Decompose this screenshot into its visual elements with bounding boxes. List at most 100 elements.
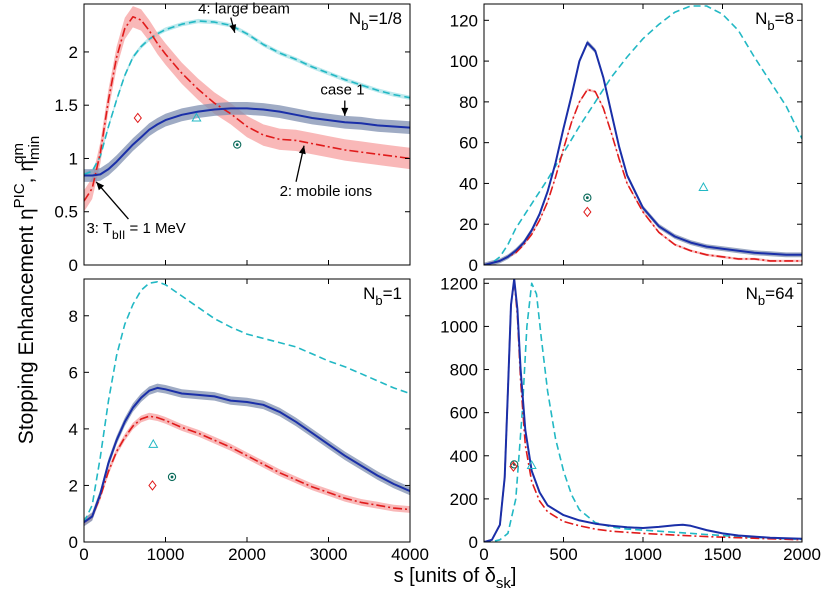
y-tick-label: 800 [450, 361, 478, 380]
y-tick-label: 1200 [440, 274, 478, 293]
panel-label: Nb=8 [755, 9, 794, 33]
series-line-mobile_ions [84, 415, 410, 523]
band-case1 [84, 102, 410, 182]
x-tick-label: 2000 [228, 545, 266, 564]
series-line-case1 [484, 41, 802, 265]
annotation-main: 3: T [86, 220, 112, 237]
panel-label-rest: =1 [383, 284, 402, 303]
x-tick-label: 1000 [147, 545, 185, 564]
annotation-rest: = 1 MeV [125, 220, 185, 237]
y-tick-label: 0 [469, 533, 478, 552]
x-tick-label: 500 [549, 545, 577, 564]
marker-triangle-large_beam [191, 112, 202, 122]
y-tick-label: 20 [459, 215, 478, 234]
y-tick-label: 6 [69, 363, 78, 382]
marker-circle-dot-case1 [235, 143, 239, 147]
panel-label-main: N [363, 284, 375, 303]
panel-bottom-left: 0 2 4 6 8 0 1000 2000 3000 4000 Nb=1 [69, 278, 429, 564]
annotation-arrow-head [96, 181, 105, 191]
series-line-case1 [484, 279, 802, 542]
annotation-label: case 1 [320, 82, 364, 99]
panel-label-rest: =64 [765, 284, 794, 303]
marker-diamond-mobile_ions [509, 461, 518, 472]
series-line-mobile_ions [484, 279, 802, 542]
series-line-large_beam [484, 5, 802, 265]
marker-circle-case1 [167, 472, 177, 482]
x-tick-label: 0 [479, 545, 488, 564]
marker-triangle-large_beam [698, 181, 709, 192]
marker-triangle-large_beam [148, 438, 159, 448]
x-tick-label: 3000 [310, 545, 348, 564]
y-axis-label: Stopping Enhancement ηPIC, ηminqm [10, 136, 43, 444]
ylabel-sub: min [26, 136, 43, 160]
xlabel-end: ] [511, 565, 517, 587]
y-tick-label: 40 [459, 174, 478, 193]
xlabel-main: s [units of δ [394, 565, 496, 587]
y-tick-label: 0 [69, 256, 78, 275]
panel-label-rest: =1/8 [368, 9, 402, 28]
series-line-large_beam [84, 281, 410, 523]
x-tick-label: 0 [79, 545, 88, 564]
axes-frame [483, 278, 803, 543]
plot-area [84, 6, 410, 212]
y-tick-label: 100 [450, 52, 478, 71]
plot-area [484, 5, 802, 265]
xlabel-sub: sk [496, 575, 512, 592]
x-tick-label: 1500 [704, 545, 742, 564]
y-tick-label: 0 [69, 533, 78, 552]
annotation-label: 2: mobile ions [280, 183, 373, 200]
panel-label-main: N [746, 284, 758, 303]
plot-area [84, 281, 410, 527]
ylabel-main: Stopping Enhancement η [15, 208, 38, 444]
series-line-case1 [84, 386, 410, 524]
panel-label: Nb=64 [746, 284, 794, 308]
panel-label-sub: b [767, 18, 774, 33]
x-tick-label: 4000 [391, 545, 429, 564]
y-tick-label: 8 [69, 307, 78, 326]
panel-bottom-right: 0 200 400 600 800 1000 1200 0 500 1000 1500 2000 Nb=… [440, 274, 821, 564]
marker-circle-dot-case1 [585, 196, 589, 200]
series-line-mobile_ions [484, 88, 802, 265]
y-tick-label: 600 [450, 404, 478, 423]
series-line-mobile_ions [84, 16, 410, 202]
marker-triangle-large_beam [526, 459, 537, 469]
marker-circle-dot-case1 [170, 475, 174, 479]
y-tick-label: 1.5 [54, 96, 78, 115]
panel-label-sub: b [375, 293, 382, 308]
x-tick-label: 2000 [783, 545, 821, 564]
band-mobile_ions [84, 6, 410, 212]
annotation-arrow-head [229, 24, 237, 33]
ylabel-sup2: qm [10, 143, 27, 164]
y-tick-label: 1000 [440, 317, 478, 336]
x-axis-label: s [units of δsk] [394, 565, 517, 592]
panel-label: Nb=1/8 [349, 9, 402, 33]
y-tick-label: 120 [450, 11, 478, 30]
annotation-label: 4: large beam [198, 1, 290, 18]
panel-label: Nb=1 [363, 284, 402, 308]
marker-circle-case1 [583, 193, 592, 202]
marker-diamond-mobile_ions [583, 206, 592, 218]
y-tick-label: 200 [450, 490, 478, 509]
panel-label-sub: b [361, 18, 368, 33]
marker-diamond-mobile_ions [148, 480, 157, 491]
annotation-arrow-head [298, 145, 306, 155]
y-tick-label: 60 [459, 134, 478, 153]
y-tick-label: 80 [459, 93, 478, 112]
ylabel-sep: , η [15, 160, 38, 183]
y-tick-label: 0 [469, 256, 478, 275]
axes-frame [483, 3, 803, 266]
series-line-case1 [84, 107, 410, 177]
annotation-label: 3: TbII = 1 MeV [86, 220, 185, 242]
y-tick-label: 2 [69, 43, 78, 62]
marker-circle-case1 [510, 460, 519, 469]
panel-label-rest: =8 [775, 9, 794, 28]
annotation-sub: bII [112, 228, 125, 242]
ylabel-sup: PIC [11, 183, 28, 208]
marker-circle-case1 [233, 140, 242, 149]
plot-area [484, 279, 802, 542]
band-mobile_ions [484, 88, 802, 265]
panel-label-sub: b [758, 293, 765, 308]
panel-label-main: N [755, 9, 767, 28]
